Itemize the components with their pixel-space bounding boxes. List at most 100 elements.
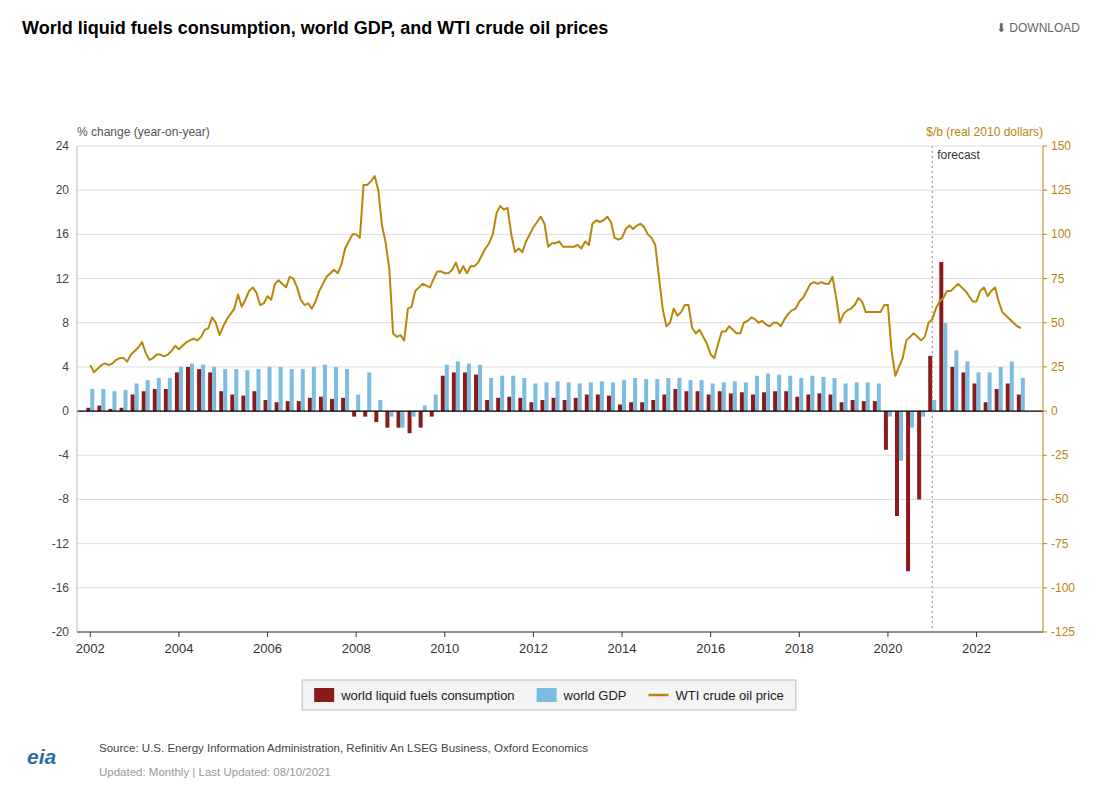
bar: [921, 411, 925, 417]
y-tick-label: 8: [62, 316, 69, 330]
grid-line: [77, 587, 1043, 588]
bar: [456, 361, 460, 411]
bar: [179, 367, 183, 411]
y-tick-label: 12: [56, 272, 70, 286]
bar: [489, 378, 493, 411]
y2-tick: [1043, 543, 1047, 544]
legend-label: world liquid fuels consumption: [340, 688, 514, 703]
y-tick-label: -20: [52, 625, 70, 639]
bar: [124, 390, 128, 411]
logo-text: eia: [27, 745, 57, 768]
bar: [1017, 395, 1021, 412]
x-tick: [710, 632, 711, 637]
bar: [961, 372, 965, 411]
bar: [762, 392, 766, 411]
x-tick: [444, 632, 445, 637]
bar: [544, 382, 548, 411]
bar: [984, 402, 988, 411]
bar: [700, 380, 704, 411]
grid-line: [77, 632, 1043, 633]
chart: World liquid fuels consumption, world GD…: [0, 0, 1098, 810]
bar: [201, 365, 205, 411]
bar: [618, 404, 622, 411]
x-tick-label: 2004: [164, 641, 193, 656]
x-tick-label: 2006: [253, 641, 282, 656]
bar: [423, 406, 427, 412]
bar: [995, 389, 999, 411]
bar: [378, 400, 382, 411]
y-tick-label: -8: [58, 492, 69, 506]
y-axis-line: [77, 146, 78, 632]
legend-box: [302, 680, 796, 710]
bar: [478, 365, 482, 411]
bar: [939, 262, 943, 411]
y2-tick-label: -25: [1051, 448, 1069, 462]
line: [90, 176, 1021, 376]
bar: [341, 398, 345, 411]
x-tick: [356, 632, 357, 637]
bar: [142, 391, 146, 411]
x-tick-label: 2012: [519, 641, 548, 656]
bar: [696, 391, 700, 411]
bar: [234, 369, 238, 411]
bar: [157, 378, 161, 411]
y2-tick: [1043, 146, 1047, 147]
bar: [452, 372, 456, 411]
bar: [844, 383, 848, 411]
bar: [135, 383, 139, 411]
bar: [301, 369, 305, 411]
bar: [496, 398, 500, 411]
bar: [1006, 383, 1010, 411]
bar: [312, 367, 316, 411]
bar: [112, 391, 116, 411]
bar: [873, 401, 877, 411]
bar: [788, 376, 792, 411]
bar: [256, 369, 260, 411]
y-tick-label: 20: [56, 183, 70, 197]
bar: [330, 399, 334, 411]
bar: [862, 401, 866, 411]
bar: [574, 398, 578, 411]
bar: [186, 367, 190, 411]
bar: [268, 367, 272, 411]
x-tick-label: 2018: [785, 641, 814, 656]
bar: [511, 376, 515, 411]
bar: [733, 381, 737, 411]
bar: [596, 395, 600, 412]
bar: [585, 395, 589, 412]
bar: [866, 382, 870, 411]
y2-tick-label: 0: [1051, 404, 1058, 418]
bar: [522, 378, 526, 411]
bar: [773, 391, 777, 411]
bar: [589, 382, 593, 411]
bar: [622, 380, 626, 411]
bar: [895, 411, 899, 516]
y2-tick-label: 150: [1051, 139, 1071, 153]
bar: [264, 400, 268, 411]
bar: [685, 391, 689, 411]
bar: [1010, 361, 1014, 411]
x-tick: [799, 632, 800, 637]
bar: [644, 379, 648, 411]
bar: [389, 411, 393, 417]
bar: [367, 372, 371, 411]
y2-tick: [1043, 455, 1047, 456]
bar: [611, 382, 615, 411]
bar: [97, 406, 101, 412]
bar: [408, 411, 412, 433]
bar: [666, 378, 670, 411]
x-tick-label: 2020: [873, 641, 902, 656]
grid: [77, 146, 1043, 632]
bar: [633, 378, 637, 411]
bar: [799, 378, 803, 411]
bar: [729, 393, 733, 411]
y2-tick-label: 50: [1051, 316, 1065, 330]
bar: [168, 378, 172, 411]
grid-line: [77, 278, 1043, 279]
bar: [651, 400, 655, 411]
bar: [385, 411, 389, 428]
bar: [286, 401, 290, 411]
y-tick-label: -4: [58, 448, 69, 462]
bar: [223, 369, 227, 411]
bar: [999, 367, 1003, 411]
